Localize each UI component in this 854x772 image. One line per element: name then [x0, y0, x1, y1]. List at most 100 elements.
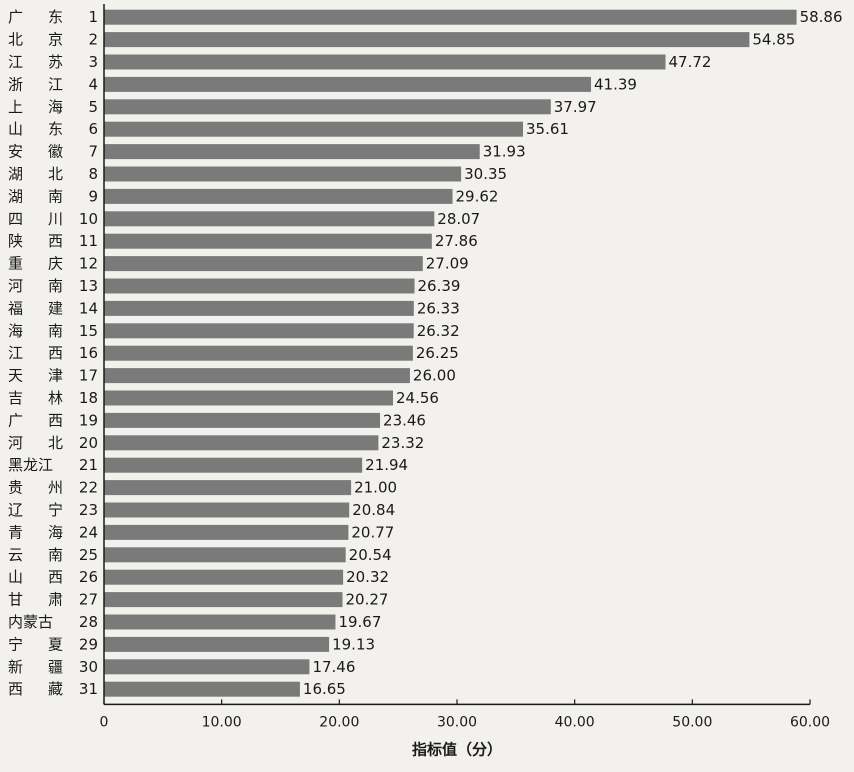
- category-rank: 27: [79, 591, 98, 609]
- bar: [104, 502, 350, 518]
- category-label: 河: [8, 434, 23, 452]
- bar: [104, 569, 344, 585]
- category-label: 南: [48, 187, 63, 205]
- category-label: 建: [48, 299, 63, 317]
- category-label: 海: [48, 98, 63, 116]
- category-label: 南: [48, 546, 63, 564]
- category-label: 浙: [8, 75, 23, 93]
- category-rank: 12: [79, 255, 98, 273]
- bar: [104, 524, 349, 540]
- value-label: 23.46: [383, 411, 426, 429]
- x-tick-label: 30.00: [437, 714, 477, 730]
- bars-group: [104, 9, 797, 697]
- category-rank: 14: [79, 299, 98, 317]
- category-rank: 5: [88, 98, 98, 116]
- category-label: 南: [48, 322, 63, 340]
- category-label: 东: [48, 8, 63, 26]
- category-label: 西: [48, 232, 63, 250]
- category-label: 江: [48, 75, 63, 93]
- x-ticks-group: 0 10.00 20.00 30.00 40.00 50.00 60.00: [100, 699, 830, 730]
- bar: [104, 480, 352, 496]
- bar: [104, 547, 346, 563]
- bar: [104, 256, 423, 272]
- category-label: 徽: [48, 143, 63, 161]
- category-label: 西: [8, 680, 23, 698]
- value-label: 21.94: [365, 456, 408, 474]
- bar: [104, 323, 414, 339]
- category-label: 庆: [48, 255, 63, 273]
- bar: [104, 278, 415, 294]
- category-rank: 29: [79, 635, 98, 653]
- value-label: 26.33: [417, 299, 460, 317]
- value-label: 17.46: [312, 658, 355, 676]
- value-label: 26.32: [417, 322, 460, 340]
- category-label: 湖: [8, 187, 23, 205]
- value-label: 24.56: [396, 389, 439, 407]
- value-label: 47.72: [669, 53, 712, 71]
- bar: [104, 54, 666, 70]
- bar: [104, 435, 379, 451]
- category-rank: 21: [79, 456, 98, 474]
- category-label: 黑龙江: [8, 456, 53, 474]
- category-label: 辽: [8, 501, 23, 519]
- bar: [104, 211, 435, 227]
- category-rank: 31: [79, 680, 98, 698]
- value-label: 31.93: [483, 143, 526, 161]
- category-label: 北: [48, 165, 63, 183]
- category-label: 津: [48, 367, 63, 385]
- category-rank: 26: [79, 568, 98, 586]
- value-label: 58.86: [800, 8, 843, 26]
- bar: [104, 390, 393, 406]
- category-rank: 3: [88, 53, 98, 71]
- bar: [104, 9, 797, 25]
- value-label: 16.65: [303, 680, 346, 698]
- value-label: 27.09: [426, 255, 469, 273]
- value-label: 20.27: [346, 591, 389, 609]
- category-label: 山: [8, 120, 23, 138]
- category-rank: 10: [79, 210, 98, 228]
- category-label: 内蒙古: [8, 613, 53, 631]
- value-label: 20.32: [346, 568, 389, 586]
- value-label: 27.86: [435, 232, 478, 250]
- category-label: 夏: [48, 635, 63, 653]
- value-label: 26.00: [413, 367, 456, 385]
- value-label: 41.39: [594, 75, 637, 93]
- bar: [104, 121, 524, 137]
- category-label: 四: [8, 210, 23, 228]
- value-label: 35.61: [526, 120, 569, 138]
- x-tick-label: 50.00: [672, 714, 712, 730]
- category-label: 林: [48, 389, 63, 407]
- category-label: 西: [48, 411, 63, 429]
- category-label: 藏: [48, 680, 63, 698]
- category-rank: 20: [79, 434, 98, 452]
- x-tick-label: 0: [100, 714, 109, 730]
- bar: [104, 457, 363, 473]
- value-label: 30.35: [464, 165, 507, 183]
- value-label: 19.13: [332, 635, 375, 653]
- category-rank: 17: [79, 367, 98, 385]
- category-label: 天: [8, 367, 23, 385]
- category-label: 西: [48, 568, 63, 586]
- category-label: 上: [8, 98, 23, 116]
- value-label: 23.32: [381, 434, 424, 452]
- bar: [104, 233, 432, 249]
- value-label: 26.25: [416, 344, 459, 362]
- bar: [104, 659, 310, 675]
- category-label: 肃: [48, 591, 63, 609]
- category-rank: 13: [79, 277, 98, 295]
- category-rank: 19: [79, 411, 98, 429]
- value-label: 21.00: [354, 479, 397, 497]
- x-tick-label: 10.00: [202, 714, 242, 730]
- category-rank: 2: [88, 31, 98, 49]
- category-label: 南: [48, 277, 63, 295]
- category-labels-group: 广东 1北京 2江苏 3浙江 4上海 5山东 6安徽 7湖北 8湖南 9四川 10陕西 11重庆 12河…: [8, 8, 98, 698]
- category-label: 宁: [8, 635, 23, 653]
- value-label: 20.84: [352, 501, 395, 519]
- category-label: 新: [8, 658, 23, 676]
- category-label: 青: [8, 523, 23, 541]
- category-label: 州: [48, 479, 63, 497]
- bar: [104, 592, 343, 608]
- category-rank: 23: [79, 501, 98, 519]
- category-rank: 7: [88, 143, 98, 161]
